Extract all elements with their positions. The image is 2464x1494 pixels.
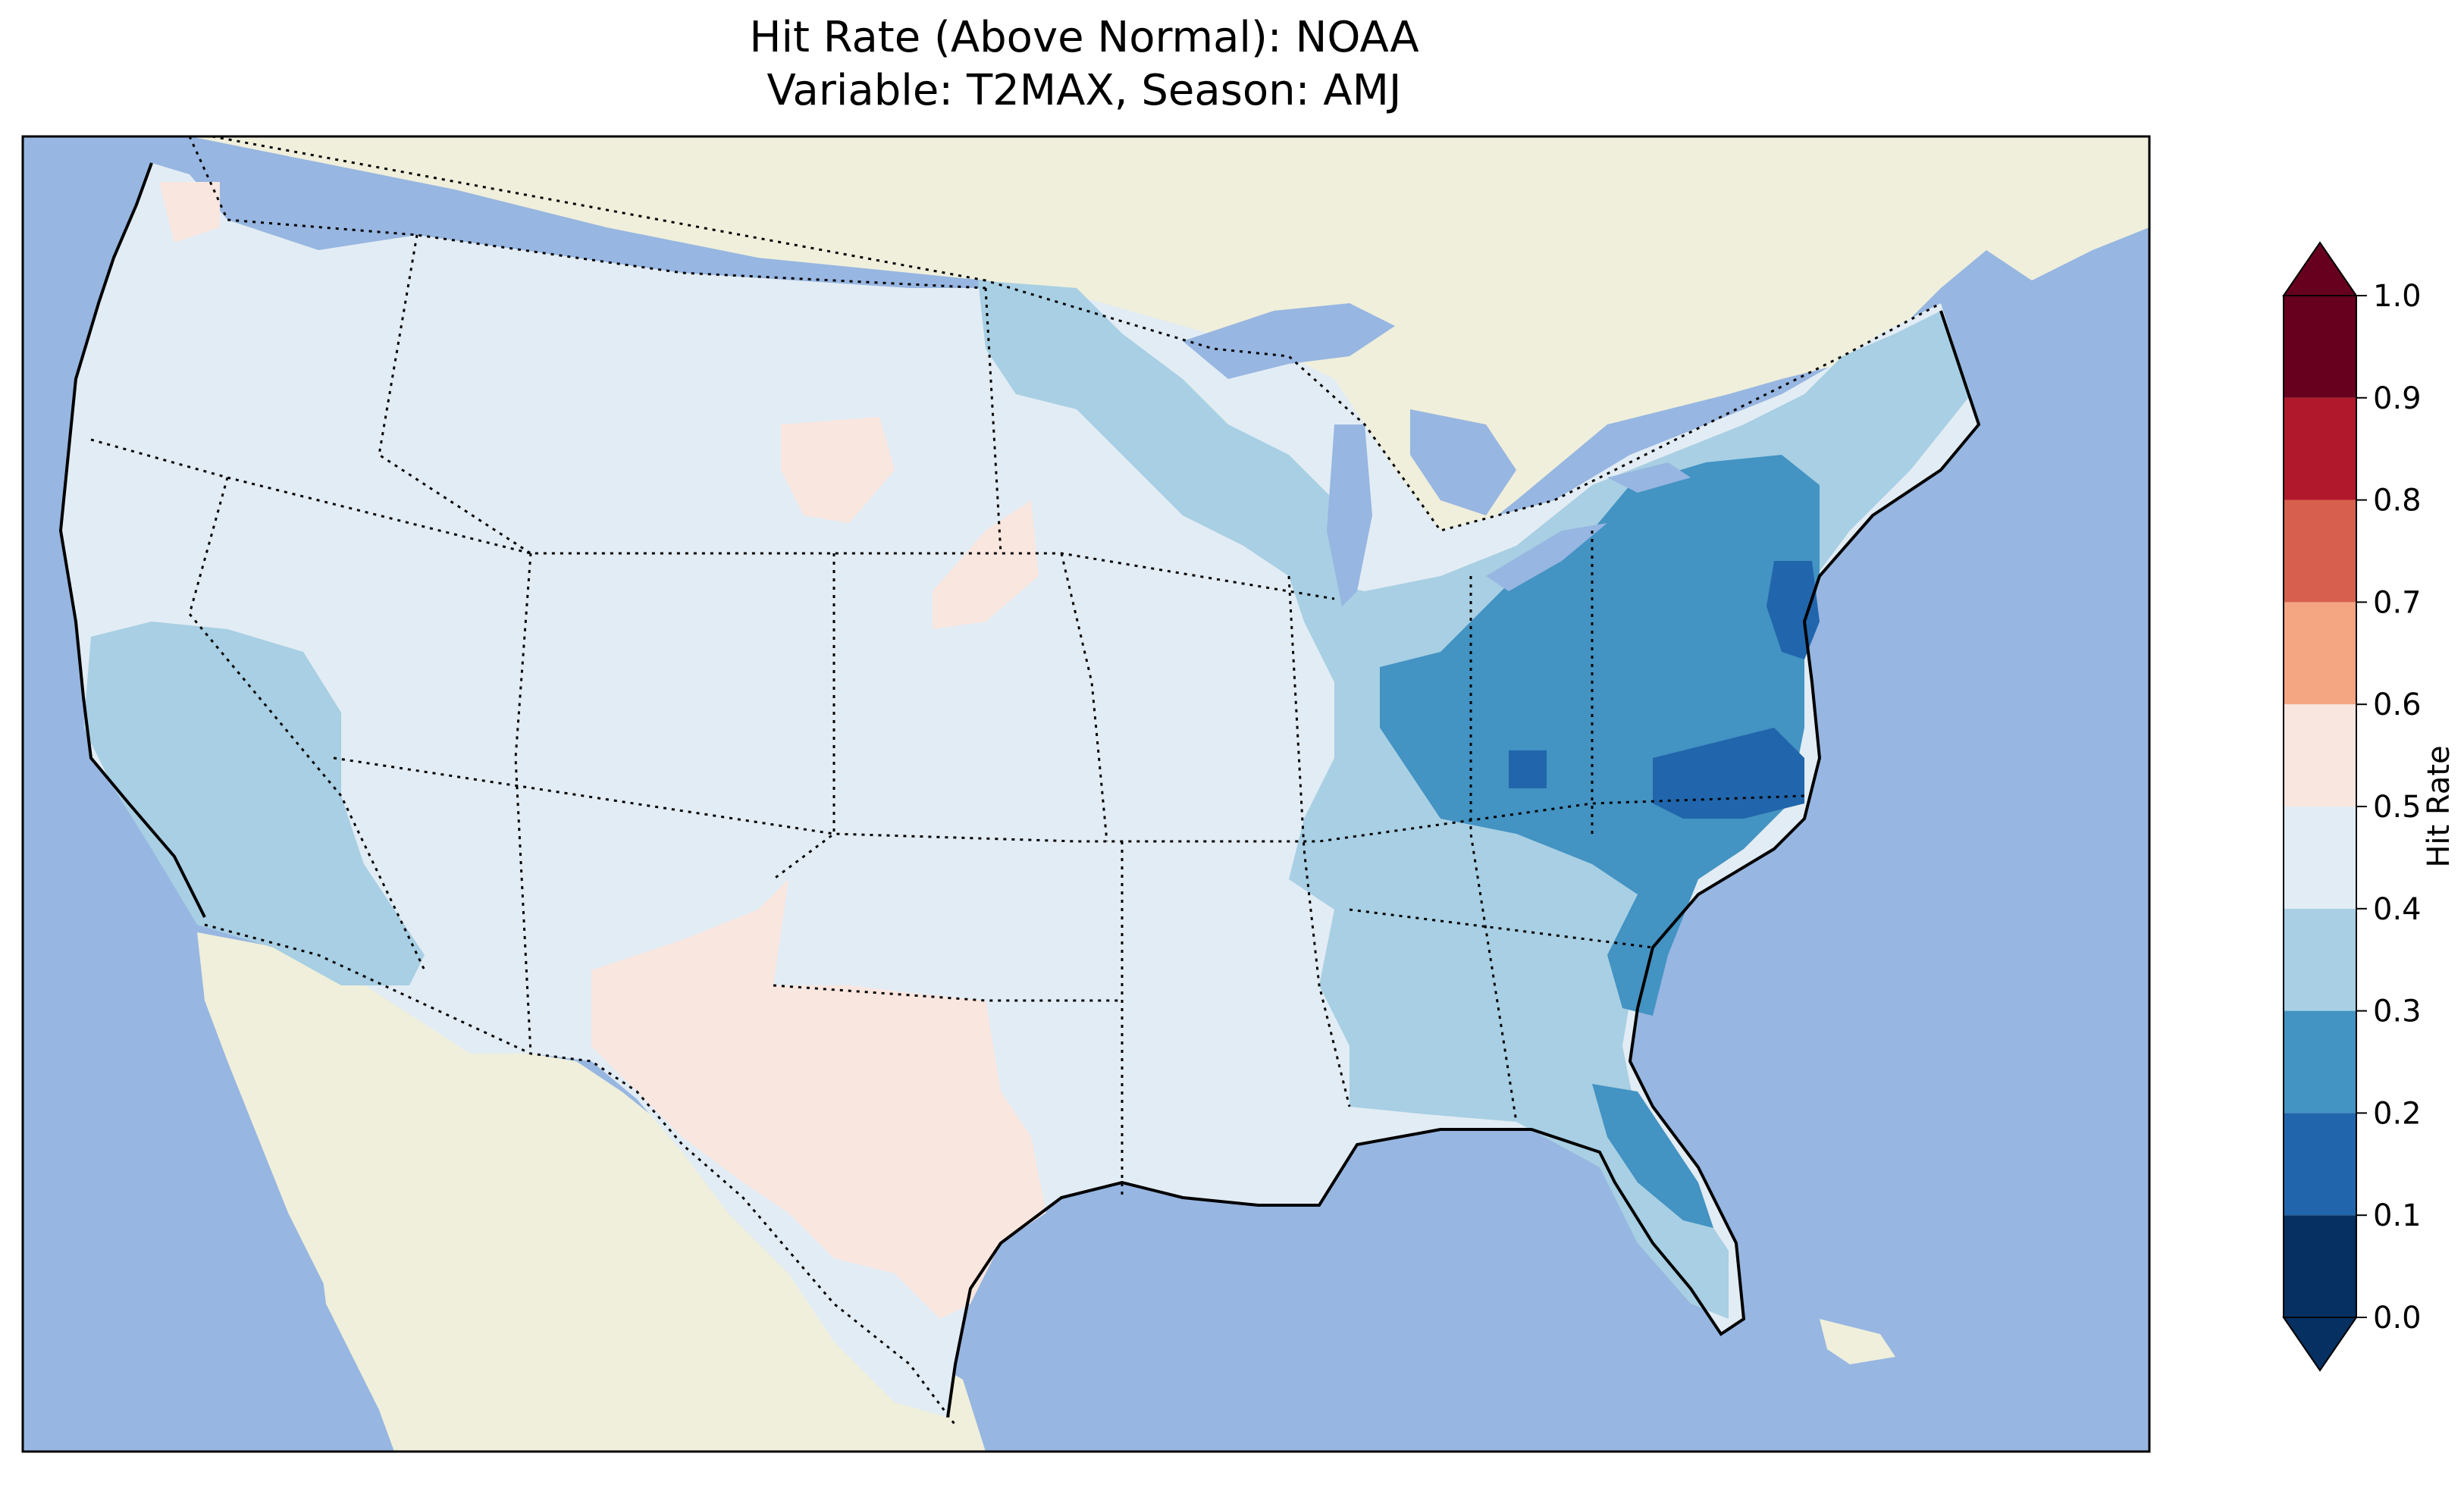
colorbar-tick-label: 1.0	[2373, 279, 2422, 314]
mexico-land	[197, 932, 986, 1452]
florida-region	[1592, 1084, 1713, 1228]
colorbar-tick-label: 0.3	[2373, 994, 2422, 1029]
nebraska-region	[933, 500, 1039, 629]
virginia-nc-core	[1653, 728, 1804, 819]
colorbar-bin-3	[2284, 908, 2356, 1011]
lake-erie	[1486, 523, 1607, 591]
canada-border	[212, 136, 1942, 532]
colorbar-tick-label: 0.4	[2373, 892, 2422, 927]
south-dakota-region	[781, 417, 895, 523]
appalachian-region	[1380, 455, 1820, 1016]
lake-superior	[1183, 303, 1395, 379]
colorbar-tick-label: 0.1	[2373, 1198, 2422, 1233]
california-nevada-region	[83, 622, 425, 985]
colorbar-tick-label: 0.0	[2373, 1301, 2422, 1336]
colorbar-extend-high	[2282, 241, 2358, 296]
colorbar-ticks: 0.0 0.1 0.2 0.3 0.4 0.5 0.6 0.7 0.8 0.9 1.0	[2356, 279, 2422, 1336]
colorbar-bin-8	[2284, 397, 2356, 500]
colorbar-tick-label: 0.2	[2373, 1096, 2422, 1131]
colorbar-bin-1	[2284, 1113, 2356, 1216]
colorbar-bins	[2284, 296, 2356, 1317]
colorbar-tick-label: 0.8	[2373, 484, 2422, 518]
map-title-line-2: Variable: T2MAX, Season: AMJ	[766, 66, 1402, 115]
texas-region	[591, 879, 1046, 1319]
colorbar-tick-label: 0.7	[2373, 585, 2422, 620]
colorbar-label: Hit Rate	[2422, 745, 2456, 867]
colorbar-bin-4	[2284, 807, 2356, 909]
colorbar-tick-label: 0.6	[2373, 687, 2422, 722]
kentucky-core	[1509, 750, 1547, 788]
colorbar-bin-9	[2284, 296, 2356, 398]
colorbar-tick-label: 0.9	[2373, 381, 2422, 416]
baja-land	[197, 932, 425, 1425]
colorbar-extend-low	[2282, 1317, 2358, 1372]
colorbar-tick-label: 0.5	[2373, 790, 2422, 825]
lake-huron	[1410, 409, 1516, 515]
map-title-line-1: Hit Rate (Above Normal): NOAA	[749, 13, 1419, 62]
cuba-land	[1820, 1319, 1895, 1364]
colorbar-bin-2	[2284, 1010, 2356, 1113]
canada-land	[23, 136, 2149, 606]
map-frame	[21, 135, 2151, 1453]
lake-michigan	[1327, 424, 1372, 606]
lake-ontario	[1607, 462, 1691, 493]
state-borders	[90, 136, 1805, 1198]
colorbar-bin-0	[2284, 1215, 2356, 1317]
upper-midwest-region	[978, 280, 1350, 622]
colorbar-bin-6	[2284, 602, 2356, 705]
colorbar-bin-7	[2284, 500, 2356, 603]
us-coastline	[58, 162, 1981, 1418]
washington-coast-region	[159, 182, 220, 243]
colorbar-bin-5	[2284, 704, 2356, 807]
